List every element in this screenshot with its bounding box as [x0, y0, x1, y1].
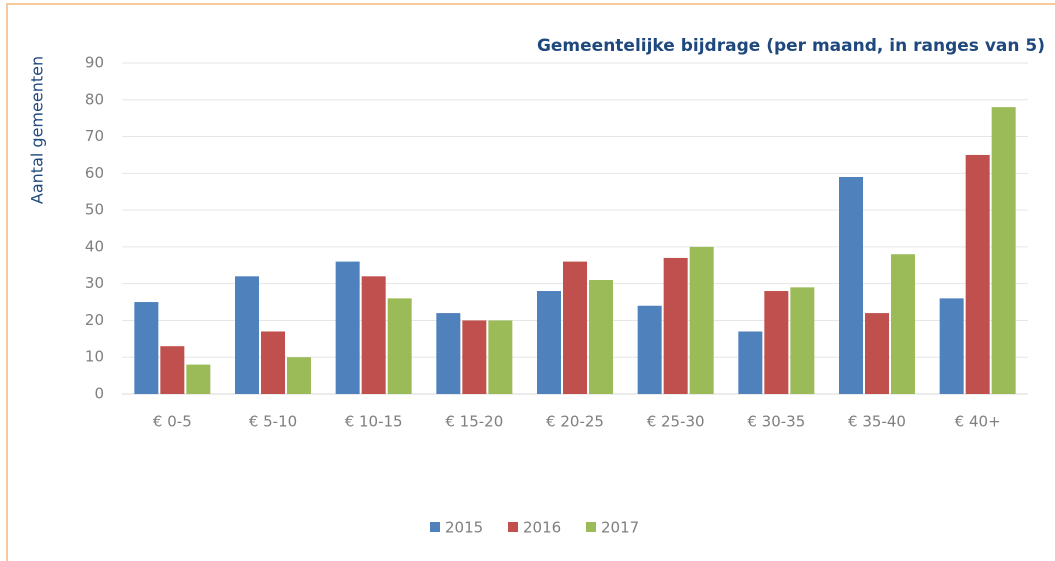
y-axis-label: Aantal gemeenten: [28, 56, 47, 204]
bar: [235, 276, 259, 394]
x-tick-label: € 15-20: [445, 413, 503, 431]
x-tick-label: € 35-40: [848, 413, 906, 431]
bar: [186, 364, 211, 394]
y-tick-label: 10: [85, 348, 104, 366]
chart-frame: [6, 3, 1055, 561]
y-tick-label: 80: [85, 90, 104, 108]
bar: [589, 279, 613, 394]
bar: [891, 254, 915, 394]
bar: [563, 261, 587, 394]
bar: [361, 276, 386, 394]
y-tick-label: 90: [85, 54, 104, 72]
y-tick-label: 60: [85, 164, 104, 182]
x-tick-label: € 25-30: [647, 413, 705, 431]
bar: [939, 298, 964, 394]
x-tick-label: € 30-35: [747, 413, 805, 431]
bar: [965, 154, 990, 394]
x-tick-label: € 0-5: [153, 413, 192, 431]
bar: [134, 302, 159, 394]
y-tick-label: 40: [85, 237, 104, 255]
bar: [865, 313, 889, 394]
bar: [287, 357, 311, 394]
chart-title: Gemeentelijke bijdrage (per maand, in ra…: [537, 36, 1045, 56]
x-tick-label: € 20-25: [546, 413, 604, 431]
bar: [637, 305, 662, 394]
bar: [738, 331, 763, 394]
bar: [663, 257, 688, 394]
bar: [261, 331, 285, 394]
y-tick-label: 70: [85, 127, 104, 145]
x-tick-label: € 10-15: [345, 413, 403, 431]
legend-label: 2015: [445, 519, 483, 537]
x-tick-label: € 40+: [955, 413, 1001, 431]
bar: [387, 298, 412, 394]
bar: [436, 313, 461, 394]
bar: [160, 346, 185, 394]
bar: [488, 320, 513, 394]
x-tick-label: € 5-10: [249, 413, 297, 431]
bar: [790, 287, 815, 394]
y-tick-label: 30: [85, 274, 104, 292]
bar: [537, 291, 561, 394]
bar: [764, 291, 789, 394]
legend-label: 2016: [523, 519, 561, 537]
bar: [689, 246, 714, 394]
bar: [462, 320, 487, 394]
y-tick-label: 50: [85, 201, 104, 219]
legend-swatch: [586, 522, 596, 532]
y-tick-label: 0: [94, 385, 104, 403]
bar: [335, 261, 360, 394]
bar: [839, 177, 863, 394]
bar: [991, 107, 1016, 394]
legend-swatch: [508, 522, 518, 532]
legend-label: 2017: [601, 519, 639, 537]
y-tick-label: 20: [85, 311, 104, 329]
legend-swatch: [430, 522, 440, 532]
